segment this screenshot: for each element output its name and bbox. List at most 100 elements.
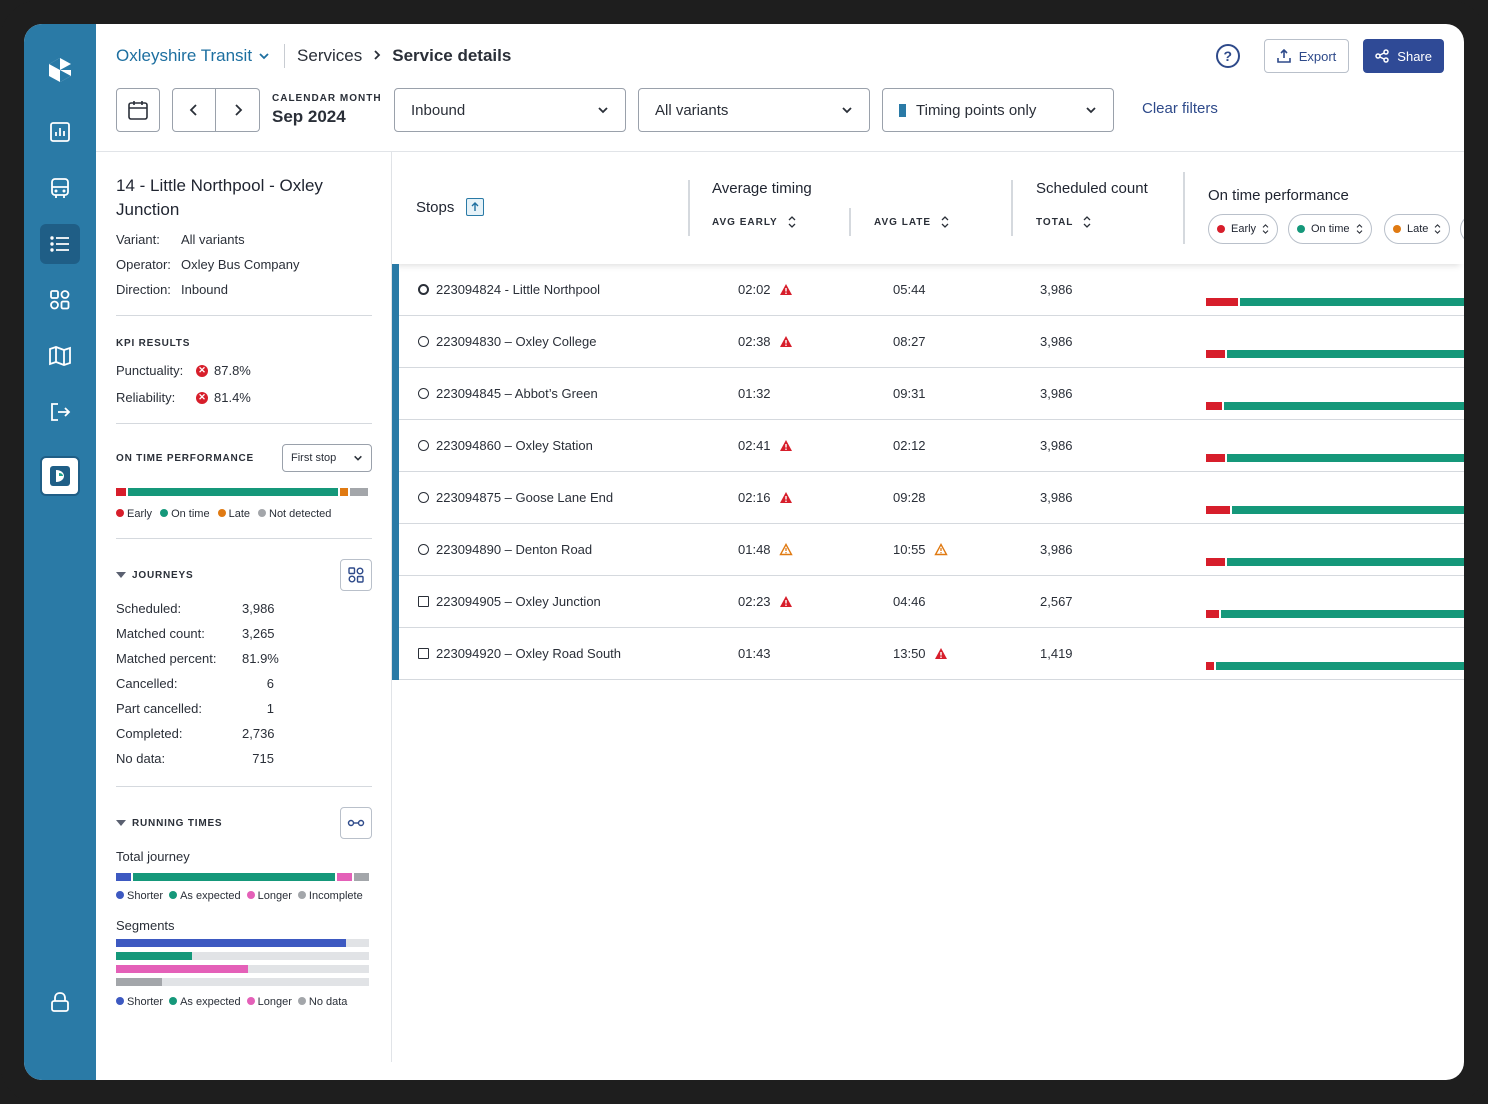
stop-name[interactable]: 223094830 – Oxley College	[436, 334, 597, 349]
legend-label: Early	[127, 508, 153, 520]
table-row[interactable]: 223094875 – Goose Lane End 02:16 09:28 3,98…	[392, 472, 1464, 524]
otp-bar	[1206, 350, 1464, 358]
scheduled-total-value: 1,419	[1040, 646, 1073, 661]
avg-early-sort[interactable]: AVG EARLY	[712, 216, 796, 228]
otp-bar	[1206, 506, 1464, 514]
previous-month-button[interactable]	[172, 88, 216, 132]
chevron-right-icon	[372, 48, 382, 64]
detail-value: All variants	[181, 232, 245, 247]
section-divider	[116, 423, 372, 424]
list-icon[interactable]	[40, 224, 80, 264]
direction-value: Inbound	[411, 101, 466, 119]
legend-on-time: On time	[160, 508, 210, 520]
stop-name[interactable]: 223094920 – Oxley Road South	[436, 646, 622, 661]
reports-icon[interactable]	[40, 112, 80, 152]
map-icon[interactable]	[40, 336, 80, 376]
logout-icon[interactable]	[40, 392, 80, 432]
stop-icon	[418, 388, 429, 399]
stop-name[interactable]: 223094905 – Oxley Junction	[436, 594, 601, 609]
fail-icon: ✕	[196, 391, 208, 404]
direction-select[interactable]: Inbound	[394, 88, 626, 132]
segment-bar	[116, 939, 369, 947]
timing-select[interactable]: Timing points only	[882, 88, 1114, 132]
logo-icon[interactable]	[40, 50, 80, 90]
segment-bar	[116, 978, 369, 986]
detail-label: Variant:	[116, 232, 160, 247]
timing-value: Timing points only	[916, 101, 1037, 119]
legend-label: Shorter	[127, 890, 164, 902]
stop-name[interactable]: 223094875 – Goose Lane End	[436, 490, 614, 505]
table-row[interactable]: 223094920 – Oxley Road South 01:43 13:50 1,…	[392, 628, 1464, 680]
lock-icon[interactable]	[40, 982, 80, 1022]
legend-label: Incomplete	[308, 890, 363, 902]
table-row[interactable]: 223094890 – Denton Road 01:48 10:55 3,986	[392, 524, 1464, 576]
early-segment	[1206, 350, 1225, 358]
early-segment	[1206, 506, 1230, 514]
sort-ascending-icon[interactable]	[466, 198, 485, 216]
timing-point-marker	[392, 576, 399, 628]
chip-late[interactable]: Late	[1384, 214, 1451, 244]
help-icon[interactable]: ?	[1215, 44, 1240, 68]
legend-label: Not detected	[269, 508, 332, 520]
scheduled-total-value: 3,986	[1040, 490, 1073, 505]
sort-icon	[788, 216, 796, 228]
apps-icon[interactable]	[40, 280, 80, 320]
stat-label: Matched percent:	[116, 651, 217, 666]
on-time-segment	[1227, 454, 1464, 462]
stop-name[interactable]: 223094845 – Abbot’s Green	[436, 386, 598, 401]
segments-bars	[116, 939, 372, 986]
warning-icon	[779, 595, 793, 611]
stops-column-header[interactable]: Stops	[416, 198, 485, 216]
legend-shorter: Shorter	[116, 890, 163, 902]
journeys-view-button[interactable]	[340, 559, 372, 591]
avg-late-value: 02:12	[893, 438, 926, 453]
otp-bar	[1206, 610, 1464, 618]
average-timing-header: Average timing	[712, 180, 812, 197]
stat-value: 3,265	[242, 626, 275, 641]
running-times-header: RUNNING TIMES	[116, 807, 372, 839]
stat-label: Part cancelled:	[116, 701, 202, 716]
table-row[interactable]: 223094830 – Oxley College 02:38 08:27 3,986	[392, 316, 1464, 368]
table-row[interactable]: 223094860 – Oxley Station 02:41 02:12 3,986	[392, 420, 1464, 472]
next-month-button[interactable]	[216, 88, 260, 132]
calendar-button[interactable]	[116, 88, 160, 132]
table-row[interactable]: 223094845 – Abbot’s Green 01:32 09:31 3,986	[392, 368, 1464, 420]
partner-app-icon[interactable]	[40, 456, 80, 496]
breadcrumb-services[interactable]: Services	[297, 46, 363, 65]
otp-stop-select[interactable]: First stop	[282, 444, 372, 472]
warning-icon	[934, 543, 948, 559]
total-sort[interactable]: TOTAL	[1036, 216, 1091, 228]
journeys-toggle[interactable]: JOURNEYS	[116, 570, 193, 581]
chip-on-time[interactable]: On time	[1288, 214, 1372, 244]
on-time-segment	[128, 488, 338, 496]
variant-select[interactable]: All variants	[638, 88, 870, 132]
bus-icon[interactable]	[40, 168, 80, 208]
legend-as-expected: As expected	[169, 890, 241, 902]
warning-icon	[779, 543, 793, 559]
chip-early[interactable]: Early	[1208, 214, 1279, 244]
table-row[interactable]: 223094905 – Oxley Junction 02:23 04:46 2,56…	[392, 576, 1464, 628]
share-button[interactable]: Share	[1363, 39, 1444, 73]
clear-filters-link[interactable]: Clear filters	[1142, 100, 1218, 117]
sort-icon	[941, 216, 949, 228]
variant-value: All variants	[655, 101, 729, 119]
legend-label: As expected	[180, 996, 241, 1008]
table-row[interactable]: 223094824 - Little Northpool 02:02 05:44 3,…	[392, 264, 1464, 316]
avg-late-sort[interactable]: AVG LATE	[874, 216, 949, 228]
journeys-list: Scheduled: 3,986 Matched count: 3,265 Matc…	[116, 601, 372, 766]
detail-label: Operator:	[116, 257, 171, 272]
chip-more[interactable]	[1460, 214, 1464, 244]
stop-name[interactable]: 223094824 - Little Northpool	[436, 282, 601, 297]
column-separator	[688, 180, 690, 236]
on-time-segment	[1227, 350, 1464, 358]
running-times-toggle[interactable]: RUNNING TIMES	[116, 818, 222, 829]
scheduled-count-header: Scheduled count	[1036, 180, 1148, 197]
stop-name[interactable]: 223094860 – Oxley Station	[436, 438, 593, 453]
running-times-view-button[interactable]	[340, 807, 372, 839]
export-button[interactable]: Export	[1263, 39, 1350, 73]
avg-early-value: 02:38	[738, 334, 771, 349]
org-switcher[interactable]: Oxleyshire Transit	[116, 46, 270, 66]
otp-select-value: First stop	[291, 452, 337, 464]
avg-early-value: 01:32	[738, 386, 771, 401]
stop-name[interactable]: 223094890 – Denton Road	[436, 542, 593, 557]
